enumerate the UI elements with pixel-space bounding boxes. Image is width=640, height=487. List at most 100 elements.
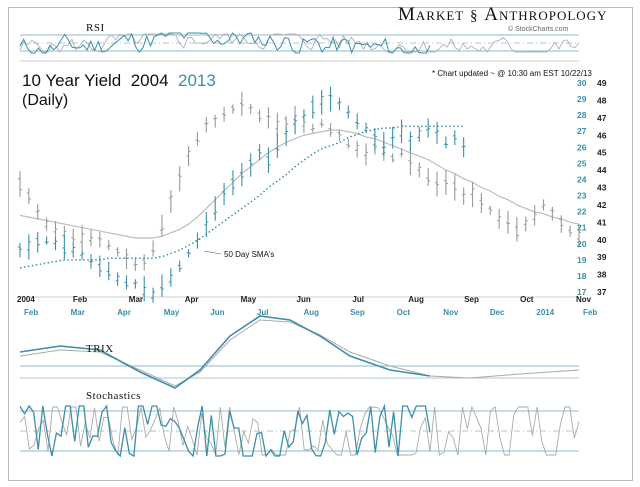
ohlc-2004-bar xyxy=(159,214,164,237)
y-tick-2004: 38 xyxy=(597,270,607,280)
ohlc-2013-bar xyxy=(275,133,280,158)
trix-label: TRIX xyxy=(86,343,114,355)
y-tick-2004: 40 xyxy=(597,235,607,245)
panel-frames xyxy=(8,7,633,481)
y-tick-2004: 47 xyxy=(597,113,607,123)
ohlc-2013-bar xyxy=(44,236,49,245)
ohlc-2004-bar xyxy=(408,147,413,176)
stoch-2004-line xyxy=(19,405,580,456)
ohlc-2004-bar xyxy=(230,104,235,114)
ohlc-2004-bar xyxy=(328,123,333,137)
brand-name-part2: Anthropology xyxy=(484,4,608,25)
ohlc-2013-bar xyxy=(435,121,440,144)
ohlc-2004-bar xyxy=(26,188,31,205)
ohlc-2004-bar xyxy=(488,205,493,215)
ohlc-2013-bar xyxy=(443,136,448,149)
stochastics-label: Stochastics xyxy=(86,390,141,402)
x-tick-2004: Aug xyxy=(408,295,424,304)
ohlc-2013-bar xyxy=(230,170,235,196)
y-tick-2013: 27 xyxy=(577,126,587,136)
ohlc-2013-bar xyxy=(124,275,129,290)
stoch-2013-line xyxy=(19,403,431,458)
ohlc-2004-bar xyxy=(53,221,58,238)
ohlc-2004-bar xyxy=(355,140,360,158)
price-panel: 50 Day SMA's xyxy=(18,86,581,303)
ohlc-2004-bar xyxy=(506,210,511,234)
brand-name-part1: Market xyxy=(398,4,465,25)
y-tick-2004: 46 xyxy=(597,130,607,140)
ohlc-2004-bar xyxy=(177,166,182,192)
x-tick-2013: Feb xyxy=(24,308,38,317)
ohlc-2013-bar xyxy=(186,249,191,258)
trix-2013-line xyxy=(19,315,431,389)
ohlc-2004-bar xyxy=(80,225,85,251)
ohlc-2004-bar xyxy=(222,107,227,122)
ohlc-2004-bar xyxy=(44,217,49,231)
ohlc-2013-bar xyxy=(159,274,164,297)
x-tick-2013: Sep xyxy=(350,308,365,317)
ohlc-2004-bar xyxy=(213,114,218,128)
ohlc-2004-bar xyxy=(452,174,457,201)
ohlc-2004-bar xyxy=(364,143,369,166)
x-tick-2004: Mar xyxy=(129,295,143,304)
y-tick-2004: 37 xyxy=(597,287,607,297)
ohlc-2004-bar xyxy=(479,193,484,214)
ohlc-2004-bar xyxy=(337,129,342,141)
y-tick-2013: 18 xyxy=(577,271,587,281)
ohlc-2004-bar xyxy=(426,168,431,186)
ohlc-2013-bar xyxy=(248,153,253,177)
sma50-2004-line xyxy=(19,129,580,239)
price-axes: 30 29 28 27 26 25 24 23 22 21 20 19 18 17 49 48 47 46 45 44… xyxy=(17,78,607,317)
y-tick-2013: 25 xyxy=(577,158,587,168)
y-tick-2013: 28 xyxy=(577,110,587,120)
ohlc-2013-bar xyxy=(26,234,31,260)
ohlc-2013-bar xyxy=(346,105,351,119)
ohlc-2013-bar xyxy=(408,131,413,151)
ohlc-2004-bar xyxy=(239,91,244,117)
ohlc-2013-bar xyxy=(18,242,22,258)
ohlc-2004-bar xyxy=(284,115,289,127)
update-note: * Chart updated ~ @ 10:30 am EST 10/22/1… xyxy=(432,69,592,78)
ohlc-2004-bar xyxy=(168,190,173,213)
ohlc-2013-bar xyxy=(355,113,360,130)
ohlc-2013-bar xyxy=(426,118,431,138)
y-tick-2004: 39 xyxy=(597,252,607,262)
ohlc-2004-bar xyxy=(257,109,262,123)
ohlc-2004-bar xyxy=(35,203,40,220)
y-tick-2013: 22 xyxy=(577,207,587,217)
ohlc-2004-bar xyxy=(568,225,573,237)
stochastics-panel xyxy=(19,403,580,458)
y-tick-2013: 24 xyxy=(577,174,587,184)
ohlc-2013-bar xyxy=(222,182,227,206)
title-year-2004: 2004 xyxy=(130,71,169,90)
ohlc-2013-bar xyxy=(204,211,209,237)
ohlc-2004-bar xyxy=(399,148,404,158)
ohlc-2004-bar xyxy=(390,153,395,163)
x-tick-2013: Oct xyxy=(397,308,411,317)
ohlc-2013-bar xyxy=(328,86,333,112)
ohlc-2004-bar xyxy=(248,104,253,115)
ohlc-2004-bar xyxy=(577,225,581,248)
ohlc-2004-bar xyxy=(71,229,76,244)
ohlc-2013-bar xyxy=(390,126,395,149)
sma-annotation-pointer xyxy=(203,250,222,255)
y-tick-2004: 45 xyxy=(597,148,607,158)
ohlc-2013-bar xyxy=(337,97,342,111)
ohlc-2004-bar xyxy=(186,146,191,167)
y-tick-2013: 17 xyxy=(577,287,587,297)
y-tick-2004: 42 xyxy=(597,200,607,210)
ohlc-2004-bar xyxy=(18,171,22,197)
ohlc-2004-bar xyxy=(88,229,93,247)
brand-logo: Market § Anthropology xyxy=(398,4,607,26)
y-tick-2004: 43 xyxy=(597,183,607,193)
ohlc-2013-bar xyxy=(35,231,40,253)
ohlc-2004-bar xyxy=(435,171,440,197)
y-tick-2013: 21 xyxy=(577,223,587,233)
ohlc-2004-bar xyxy=(443,169,448,195)
x-tick-2004: Jun xyxy=(297,295,311,304)
ohlc-2013-bar xyxy=(239,163,244,187)
ohlc-2004-bars xyxy=(18,91,581,272)
ohlc-2004-bar xyxy=(497,208,502,229)
ohlc-2004-bar xyxy=(195,131,200,146)
rsi-label: RSI xyxy=(86,22,105,34)
